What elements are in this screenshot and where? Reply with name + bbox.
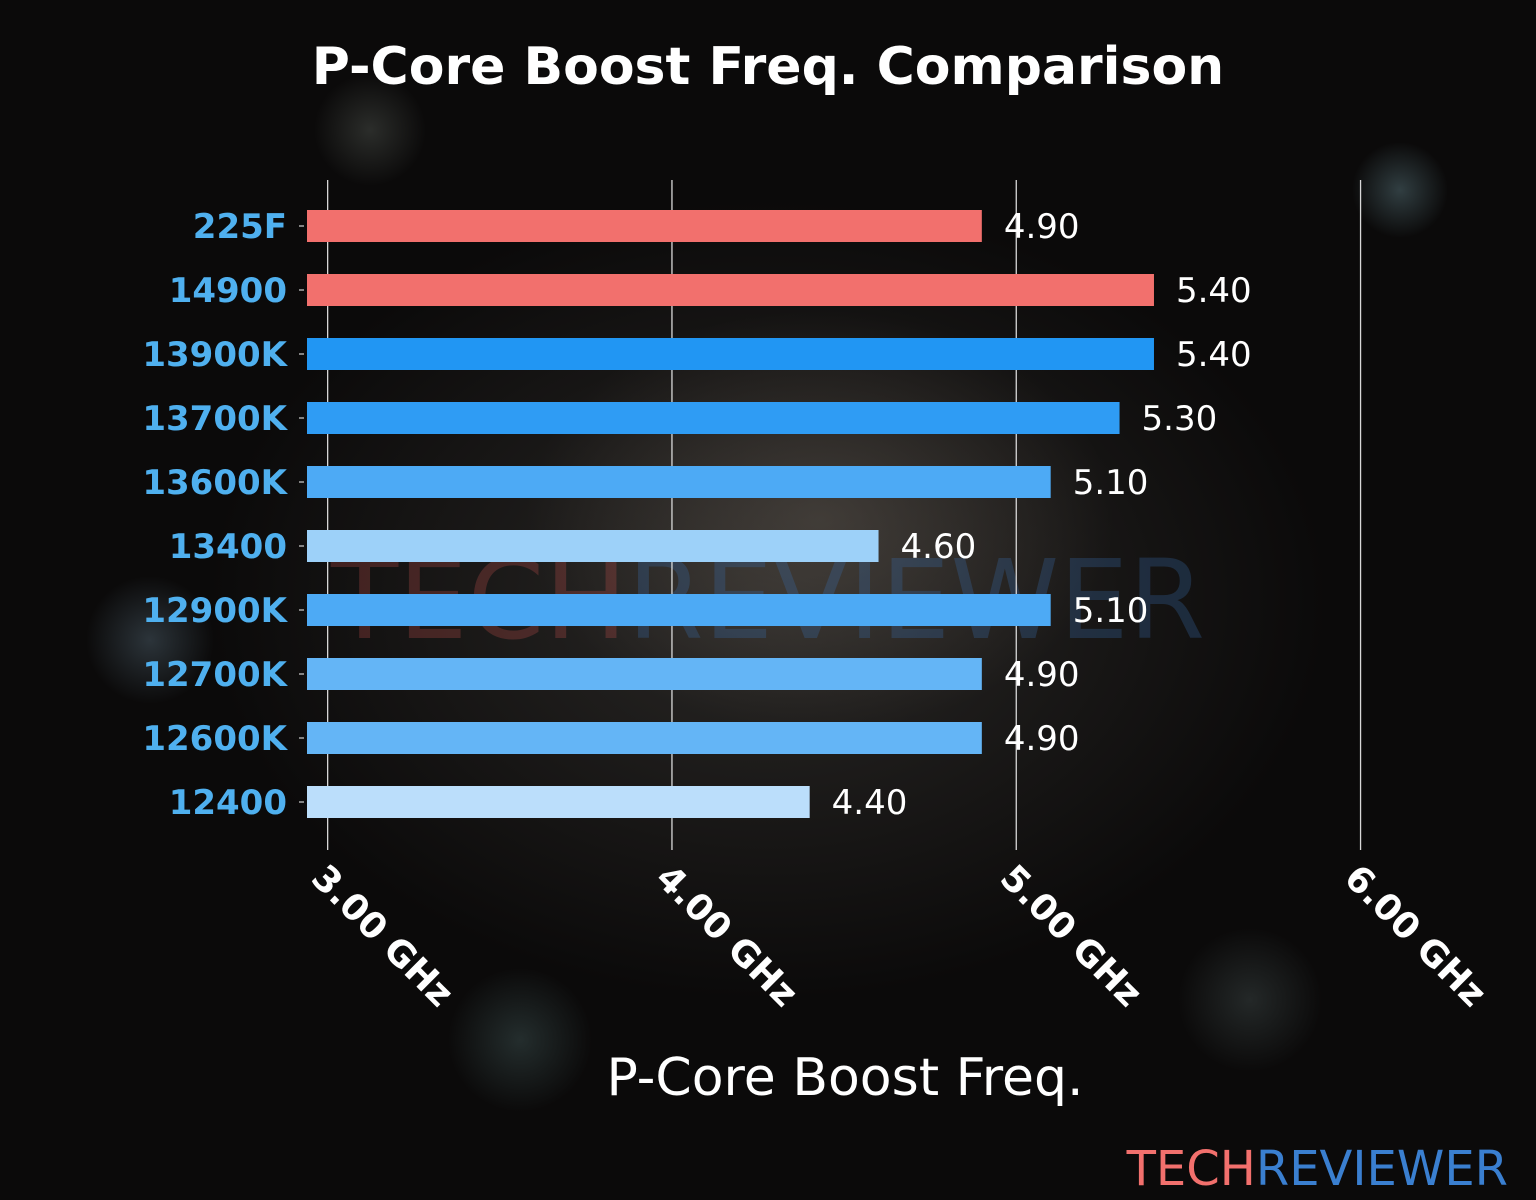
x-tick-label: 3.00 GHz <box>303 857 461 1015</box>
category-label: 12900K <box>142 591 288 631</box>
value-label: 5.10 <box>1073 591 1149 631</box>
bar <box>307 530 879 562</box>
value-label: 5.30 <box>1142 399 1218 439</box>
category-label: 13900K <box>142 335 288 375</box>
value-label: 5.40 <box>1176 335 1252 375</box>
bar <box>307 722 982 754</box>
category-label: 13700K <box>142 399 288 439</box>
bar <box>307 274 1154 306</box>
category-label: 13400 <box>169 527 287 567</box>
value-label: 4.90 <box>1004 207 1080 247</box>
x-tick-label: 4.00 GHz <box>648 857 806 1015</box>
chart-title: P-Core Boost Freq. Comparison <box>312 37 1224 97</box>
value-label: 5.40 <box>1176 271 1252 311</box>
value-label: 4.60 <box>901 527 977 567</box>
value-label: 4.40 <box>832 783 908 823</box>
bar <box>307 658 982 690</box>
x-axis-label: P-Core Boost Freq. <box>606 1048 1083 1108</box>
bar <box>307 338 1154 370</box>
category-label: 12700K <box>142 655 288 695</box>
bar <box>307 402 1120 434</box>
category-label: 12400 <box>169 783 287 823</box>
bar <box>307 594 1051 626</box>
value-label: 4.90 <box>1004 655 1080 695</box>
category-label: 12600K <box>142 719 288 759</box>
bars <box>307 210 1154 818</box>
bar <box>307 786 810 818</box>
category-label: 14900 <box>169 271 287 311</box>
techreviewer-logo: TECHREVIEWER <box>1126 1141 1508 1197</box>
bar <box>307 466 1051 498</box>
value-label: 5.10 <box>1073 463 1149 503</box>
x-tick-label: 5.00 GHz <box>992 857 1150 1015</box>
bar <box>307 210 982 242</box>
x-tick-label: 6.00 GHz <box>1336 857 1494 1015</box>
category-label: 13600K <box>142 463 288 503</box>
category-label: 225F <box>193 207 287 247</box>
value-label: 4.90 <box>1004 719 1080 759</box>
